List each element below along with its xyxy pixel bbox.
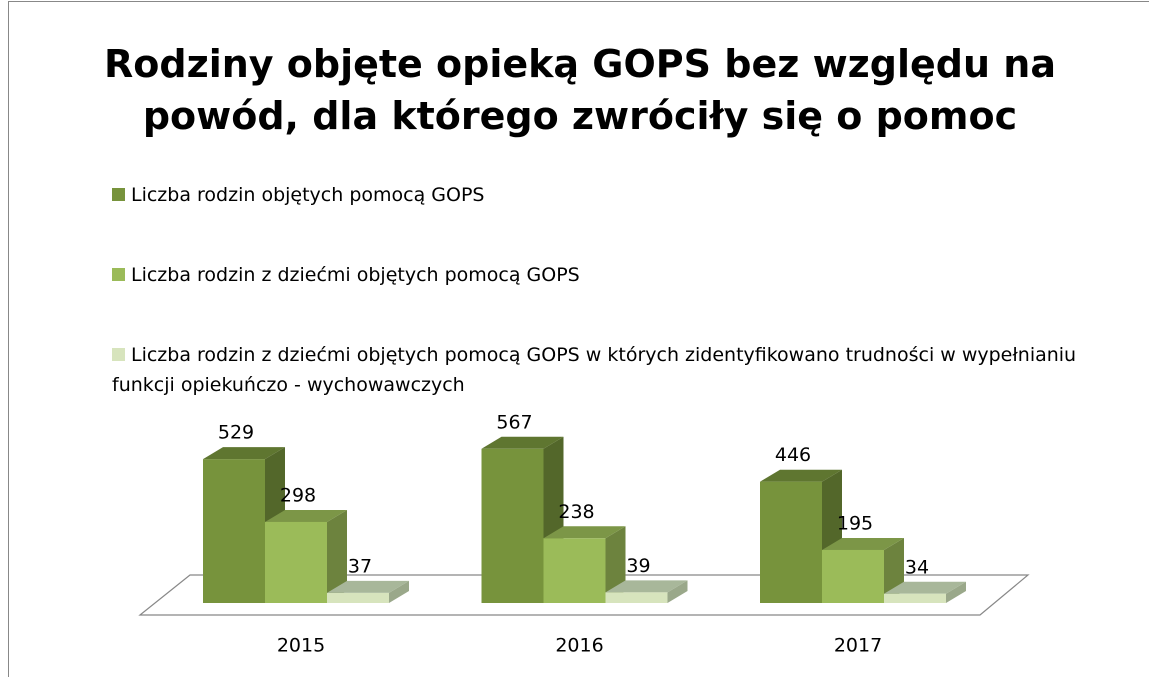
legend-label: Liczba rodzin z dziećmi objętych pomocą … bbox=[112, 344, 1077, 396]
data-label: 39 bbox=[626, 555, 650, 577]
legend-label: Liczba rodzin z dziećmi objętych pomocą … bbox=[131, 264, 580, 286]
bar bbox=[203, 447, 285, 603]
data-label: 529 bbox=[218, 422, 254, 444]
bar bbox=[327, 580, 409, 603]
chart-frame bbox=[8, 1, 1149, 677]
bar-front bbox=[203, 459, 265, 603]
legend-swatch bbox=[112, 268, 125, 281]
bar-front bbox=[543, 538, 606, 603]
bar-top bbox=[265, 509, 347, 522]
bar-front bbox=[327, 592, 389, 603]
x-tick-label: 2015 bbox=[277, 635, 325, 657]
legend-entry: Liczba rodzin objętych pomocą GOPS bbox=[112, 180, 1112, 210]
legend-label: Liczba rodzin objętych pomocą GOPS bbox=[131, 184, 485, 206]
bar-front bbox=[265, 521, 327, 603]
bar-top bbox=[327, 580, 409, 593]
bar-top bbox=[543, 526, 626, 539]
bar-top bbox=[822, 537, 904, 550]
data-label: 37 bbox=[348, 555, 372, 577]
data-label: 195 bbox=[837, 512, 873, 534]
x-tick-label: 2016 bbox=[555, 635, 603, 657]
bar-front bbox=[605, 592, 668, 603]
x-tick-label: 2017 bbox=[834, 635, 882, 657]
bar bbox=[605, 580, 688, 603]
chart-title: Rodziny objęte opieką GOPS bez względu n… bbox=[104, 42, 1056, 138]
bar-top bbox=[481, 436, 564, 449]
data-label: 567 bbox=[496, 411, 532, 433]
bar-top bbox=[203, 447, 285, 460]
bar-front bbox=[822, 549, 884, 603]
data-label: 298 bbox=[280, 484, 316, 506]
data-label: 34 bbox=[905, 556, 929, 578]
legend-swatch bbox=[112, 188, 125, 201]
legend-swatch bbox=[112, 348, 125, 361]
legend-entry: Liczba rodzin z dziećmi objętych pomocą … bbox=[112, 340, 1112, 400]
bar-top bbox=[605, 580, 688, 593]
bar bbox=[884, 581, 966, 603]
bar-side bbox=[389, 580, 409, 603]
legend-entry: Liczba rodzin z dziećmi objętych pomocą … bbox=[112, 260, 1112, 290]
data-label: 446 bbox=[775, 444, 811, 466]
data-label: 238 bbox=[558, 501, 594, 523]
bar-front bbox=[481, 448, 544, 603]
bar-top bbox=[884, 581, 966, 594]
bar-top bbox=[760, 469, 842, 482]
bar bbox=[265, 509, 347, 603]
bar-front bbox=[760, 481, 822, 603]
bar-front bbox=[884, 593, 946, 603]
bar-side bbox=[327, 509, 347, 603]
bar-side bbox=[946, 581, 966, 603]
bar-side bbox=[667, 580, 688, 603]
